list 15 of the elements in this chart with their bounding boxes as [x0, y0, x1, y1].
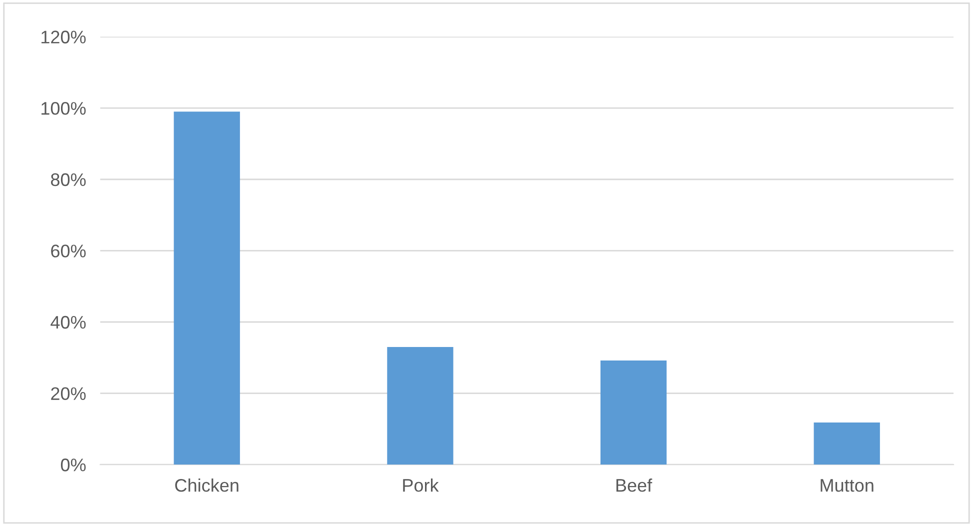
bar: [600, 360, 667, 465]
y-tick-label: 120%: [42, 30, 86, 44]
x-tick-label: Chicken: [175, 478, 238, 492]
bar: [814, 422, 880, 465]
y-tick-label: 80%: [50, 173, 86, 186]
bar: [174, 112, 240, 465]
x-tick-label: Mutton: [820, 479, 874, 492]
y-tick-label: 0%: [60, 458, 86, 472]
x-tick-label: Beef: [616, 478, 652, 492]
x-tick-label: Pork: [403, 478, 439, 492]
y-tick-label: 60%: [51, 244, 86, 258]
bar: [387, 346, 454, 465]
y-tick-label: 100%: [42, 102, 86, 115]
y-tick-label: 40%: [50, 316, 86, 329]
y-tick-label: 20%: [51, 387, 86, 400]
